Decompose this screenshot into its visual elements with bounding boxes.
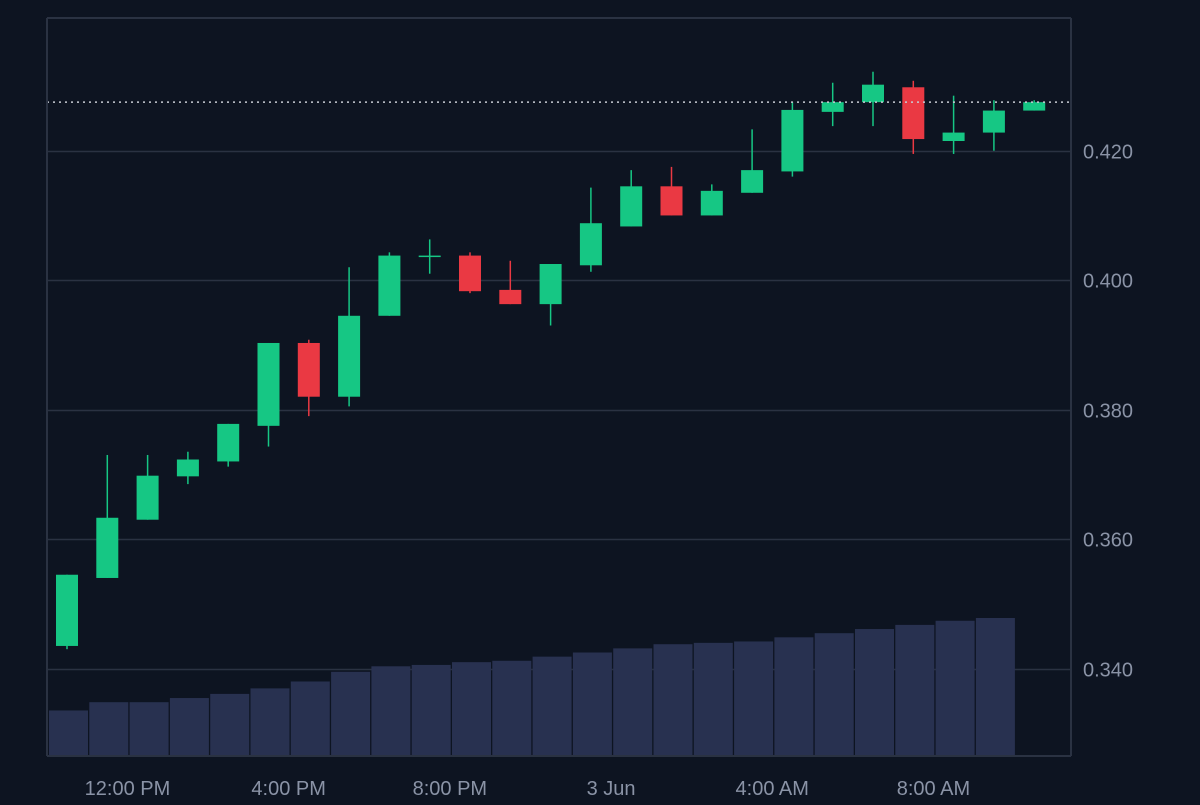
price-tick-label: 0.400: [1083, 271, 1133, 293]
volume-bar: [411, 664, 451, 756]
time-tick-label: 3 Jun: [587, 778, 636, 800]
candle-body: [257, 342, 280, 426]
volume-bar: [49, 710, 88, 756]
candle-down: [459, 252, 481, 294]
price-tick-label: 0.340: [1083, 660, 1133, 682]
candle-down: [660, 166, 683, 216]
volume-bar: [210, 693, 250, 756]
volume-bar: [814, 633, 854, 756]
volume-bar: [572, 652, 612, 756]
volume-bar: [975, 618, 1015, 756]
time-tick-label: 8:00 PM: [413, 778, 487, 800]
candle-down: [499, 260, 522, 305]
candle-series: [56, 71, 1046, 650]
time-tick-label: 4:00 PM: [251, 778, 325, 800]
candle-up: [700, 184, 723, 216]
candle-up: [257, 342, 280, 447]
candle-up: [136, 454, 159, 520]
volume-bar: [532, 656, 572, 756]
candle-up: [579, 187, 602, 272]
volume-bar: [371, 666, 411, 756]
candle-body: [539, 264, 562, 305]
volume-bar: [774, 637, 814, 756]
candle-up: [942, 95, 965, 154]
volume-bar: [693, 642, 733, 756]
candle-up: [176, 451, 199, 485]
candle-down: [297, 339, 320, 417]
volume-bar: [452, 662, 491, 756]
candle-up: [620, 170, 643, 227]
candle-body: [781, 109, 804, 172]
price-tick-label: 0.380: [1083, 401, 1133, 423]
candle-up: [338, 267, 361, 407]
candle-body: [378, 255, 401, 316]
volume-bar: [734, 641, 774, 756]
candle-body: [620, 186, 643, 227]
candle-up: [217, 423, 240, 467]
candle-body: [499, 289, 522, 305]
price-tick-label: 0.420: [1083, 142, 1133, 164]
volume-bar: [935, 620, 975, 756]
candle-up: [56, 574, 78, 650]
price-tick-label: 0.360: [1083, 530, 1133, 552]
candle-body: [56, 574, 78, 646]
volume-bar: [613, 648, 653, 756]
candle-body: [297, 342, 320, 397]
candle-body: [459, 255, 481, 292]
candle-body: [96, 517, 119, 578]
candle-body: [982, 110, 1005, 133]
candle-body: [418, 255, 441, 258]
candle-body: [579, 223, 602, 266]
volume-bar: [895, 624, 935, 756]
candle-body: [700, 190, 723, 216]
candle-body: [176, 459, 199, 477]
candle-body: [741, 170, 764, 193]
time-tick-label: 4:00 AM: [736, 778, 809, 800]
candle-body: [862, 84, 884, 103]
candle-up: [378, 252, 401, 316]
candle-up: [1023, 100, 1046, 111]
candle-up: [781, 102, 804, 177]
candle-up: [862, 71, 884, 127]
volume-bar: [653, 644, 693, 756]
volume-bar: [492, 660, 532, 756]
volume-bar: [855, 629, 894, 756]
volume-bar: [250, 688, 290, 756]
candle-body: [217, 423, 240, 462]
candle-up: [821, 82, 844, 127]
candle-body: [821, 102, 844, 112]
candle-body: [942, 132, 965, 141]
time-tick-label: 12:00 PM: [85, 778, 171, 800]
candle-down: [902, 80, 925, 154]
candle-body: [136, 475, 159, 520]
volume-bar: [290, 681, 330, 756]
candle-body: [660, 186, 683, 216]
time-tick-label: 8:00 AM: [897, 778, 970, 800]
volume-bar: [169, 698, 209, 756]
candle-body: [902, 87, 925, 140]
candle-up: [418, 239, 441, 274]
candle-up: [982, 100, 1005, 151]
volume-bar: [89, 702, 129, 756]
candle-body: [1023, 102, 1046, 111]
candle-up: [539, 264, 562, 326]
candle-up: [96, 454, 119, 578]
candle-up: [741, 129, 764, 193]
volume-bar: [331, 671, 371, 756]
volume-bar: [129, 702, 169, 756]
candle-body: [338, 315, 361, 397]
volume-series: [49, 618, 1015, 756]
